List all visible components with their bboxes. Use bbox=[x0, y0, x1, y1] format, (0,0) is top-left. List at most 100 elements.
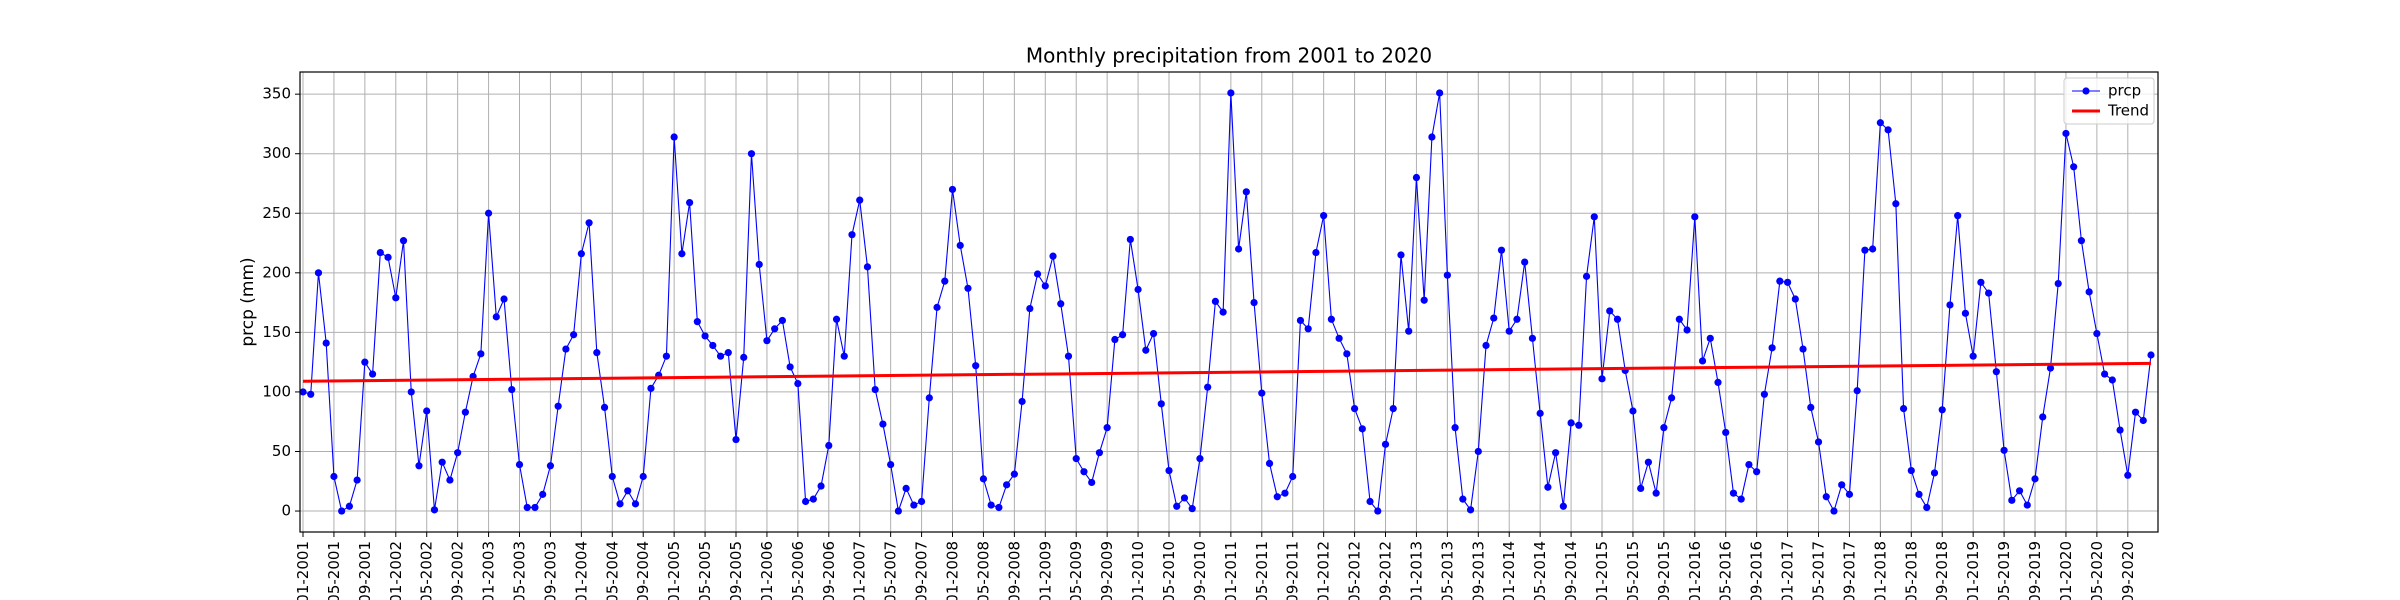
x-tick-label: 01-2005 bbox=[665, 541, 683, 600]
data-point bbox=[1436, 89, 1444, 97]
x-tick-label: 01-2014 bbox=[1500, 541, 1518, 600]
data-point bbox=[1358, 425, 1366, 433]
data-point bbox=[2085, 288, 2093, 296]
data-point bbox=[314, 269, 323, 277]
data-point bbox=[948, 185, 957, 194]
data-line bbox=[302, 92, 2152, 513]
data-point bbox=[345, 502, 353, 510]
data-point bbox=[330, 472, 338, 481]
data-point bbox=[1126, 235, 1134, 244]
x-tick-label: 01-2002 bbox=[387, 541, 405, 600]
data-point bbox=[1799, 345, 1807, 353]
y-tick-label: 150 bbox=[262, 323, 291, 341]
data-point bbox=[1327, 315, 1335, 323]
data-point bbox=[1869, 245, 1877, 253]
data-point bbox=[1776, 277, 1784, 285]
data-point bbox=[1405, 327, 1413, 335]
data-point bbox=[686, 198, 694, 207]
data-point bbox=[678, 250, 686, 258]
data-point bbox=[2054, 279, 2062, 288]
data-point bbox=[1119, 331, 1127, 339]
x-tick-label: 09-2002 bbox=[449, 541, 467, 600]
data-point bbox=[608, 472, 616, 481]
x-tick-label: 09-2016 bbox=[1748, 541, 1766, 600]
data-point bbox=[307, 390, 315, 398]
data-point bbox=[1142, 346, 1150, 354]
data-point bbox=[415, 462, 423, 470]
data-point bbox=[2046, 364, 2055, 372]
x-tick-label: 01-2019 bbox=[1964, 541, 1982, 600]
data-point bbox=[956, 241, 964, 250]
data-point bbox=[1397, 251, 1405, 259]
data-point bbox=[1219, 308, 1227, 316]
data-point bbox=[407, 388, 415, 396]
data-point bbox=[322, 339, 330, 347]
data-point bbox=[1977, 278, 1985, 286]
data-point bbox=[616, 500, 624, 508]
data-point bbox=[1753, 468, 1761, 476]
x-tick-label: 09-2011 bbox=[1284, 541, 1302, 600]
data-point bbox=[1567, 419, 1575, 427]
data-point bbox=[902, 484, 910, 493]
data-point bbox=[2093, 329, 2101, 338]
data-point bbox=[1095, 449, 1104, 457]
data-point bbox=[500, 295, 508, 303]
data-point bbox=[1521, 258, 1529, 266]
data-point bbox=[755, 260, 763, 269]
data-point bbox=[2070, 163, 2078, 171]
data-point bbox=[1613, 315, 1622, 323]
y-tick-label: 200 bbox=[262, 263, 291, 281]
data-point bbox=[941, 277, 949, 285]
data-point bbox=[1876, 119, 1884, 127]
data-point bbox=[1165, 466, 1173, 475]
data-point bbox=[531, 503, 539, 512]
x-tick-label: 09-2019 bbox=[2026, 541, 2044, 600]
x-tick-label: 09-2007 bbox=[913, 541, 931, 600]
data-point bbox=[1691, 213, 1699, 221]
x-tick-label: 05-2005 bbox=[696, 541, 714, 600]
data-point bbox=[539, 490, 547, 498]
data-point bbox=[1474, 447, 1482, 456]
data-point bbox=[1698, 357, 1707, 365]
data-point bbox=[879, 420, 887, 428]
data-point bbox=[570, 331, 578, 339]
data-point bbox=[515, 460, 524, 469]
data-point bbox=[740, 353, 748, 361]
x-tick-label: 05-2011 bbox=[1253, 541, 1271, 600]
data-point bbox=[1049, 252, 1057, 260]
x-tick-label: 09-2004 bbox=[634, 541, 652, 600]
data-point bbox=[562, 345, 570, 353]
data-point bbox=[368, 370, 377, 378]
x-tick-label: 01-2003 bbox=[480, 541, 498, 600]
data-point bbox=[1714, 378, 1722, 386]
data-point bbox=[801, 497, 810, 506]
x-tick-label: 01-2013 bbox=[1407, 541, 1425, 600]
data-point bbox=[1497, 246, 1506, 254]
data-point bbox=[1590, 213, 1598, 221]
x-tick-label: 05-2003 bbox=[511, 541, 529, 600]
data-point bbox=[384, 253, 392, 261]
data-point bbox=[639, 472, 647, 481]
x-tick-label: 09-2012 bbox=[1377, 541, 1395, 600]
x-tick-label: 01-2020 bbox=[2057, 541, 2075, 600]
data-point bbox=[1428, 133, 1436, 141]
data-point bbox=[825, 441, 833, 450]
data-point bbox=[600, 403, 609, 412]
data-point bbox=[1088, 478, 1096, 487]
x-tick-label: 05-2012 bbox=[1346, 541, 1364, 600]
data-point bbox=[1312, 248, 1320, 257]
data-point bbox=[1026, 304, 1034, 313]
data-point bbox=[1629, 407, 1637, 415]
data-point bbox=[763, 337, 771, 345]
data-point bbox=[1745, 460, 1753, 469]
data-point bbox=[2139, 416, 2147, 425]
x-tick-label: 05-2015 bbox=[1624, 541, 1642, 600]
data-point bbox=[1930, 469, 1939, 477]
data-point bbox=[1273, 493, 1281, 501]
data-point bbox=[1668, 394, 1676, 402]
data-point bbox=[1227, 89, 1235, 97]
x-tick-label: 09-2005 bbox=[727, 541, 745, 600]
data-point bbox=[1729, 489, 1738, 497]
data-point bbox=[2015, 487, 2024, 495]
data-point bbox=[1969, 352, 1977, 360]
